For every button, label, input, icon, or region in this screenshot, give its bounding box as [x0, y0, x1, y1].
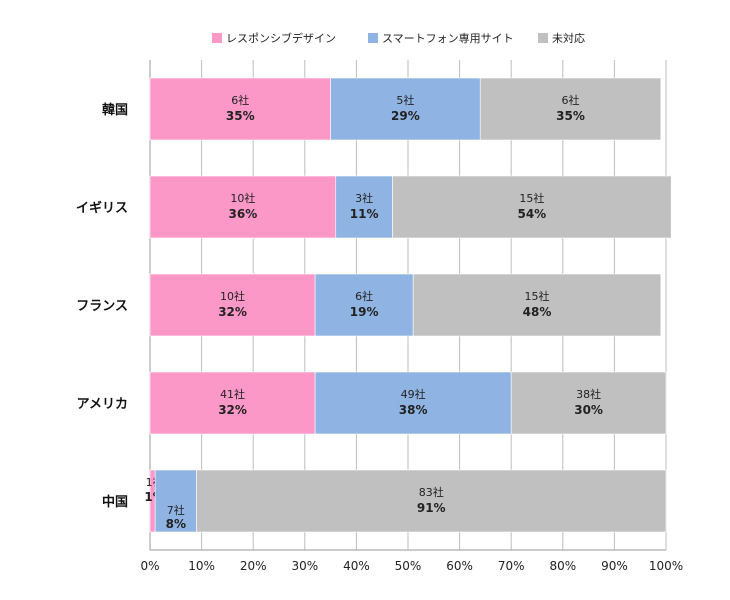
x-axis: 0% 10% 20% 30% 40% 50% 60% 70% 80% 90% 100%	[140, 559, 683, 573]
x-tick-label: 100%	[649, 559, 683, 573]
segment-count-label: 10社	[220, 289, 245, 303]
x-tick-label: 20%	[240, 559, 267, 573]
segment-count-label: 15社	[519, 191, 544, 205]
x-tick-label: 70%	[498, 559, 525, 573]
category-label: 中国	[102, 494, 128, 510]
segment-count-label: 41社	[220, 387, 245, 401]
category-label: アメリカ	[77, 397, 128, 412]
bar-segment	[392, 175, 672, 239]
legend: レスポンシブデザイン スマートフォン専用サイト 未対応	[212, 31, 585, 45]
x-tick-label: 0%	[140, 559, 159, 573]
segment-count-label: 7社	[167, 503, 185, 517]
segment-count-label: 38社	[576, 387, 601, 401]
bar-segment	[149, 273, 316, 337]
segment-value-label: 19%	[350, 305, 379, 319]
segment-count-label: 49社	[401, 387, 426, 401]
bar-segment	[154, 469, 197, 533]
segment-count-label: 15社	[525, 289, 550, 303]
segment-value-label: 32%	[218, 305, 247, 319]
legend-label: 未対応	[552, 31, 585, 45]
plot-area: 6社 35% 5社 29% 6社 35% 10社 36% 3社 11% 15社 54% 10社 32% 6社…	[144, 60, 672, 551]
segment-count-label: 6社	[562, 93, 580, 107]
segment-value-label: 48%	[523, 305, 552, 319]
bar-segment	[510, 371, 667, 435]
bar-segment	[412, 273, 662, 337]
segment-count-label: 3社	[355, 191, 373, 205]
legend-swatch	[538, 33, 548, 43]
segment-value-label: 35%	[556, 109, 585, 123]
bars: 6社 35% 5社 29% 6社 35% 10社 36% 3社 11% 15社 54% 10社 32% 6社…	[144, 77, 672, 533]
x-tick-label: 10%	[188, 559, 215, 573]
bar-segment	[479, 77, 662, 141]
x-tick-label: 40%	[343, 559, 370, 573]
segment-value-label: 8%	[166, 517, 186, 531]
segment-value-label: 54%	[517, 207, 546, 221]
x-tick-label: 50%	[395, 559, 422, 573]
segment-count-label: 83社	[419, 485, 444, 499]
x-tick-label: 80%	[549, 559, 576, 573]
category-label: イギリス	[76, 200, 128, 216]
bar-segment	[196, 469, 667, 533]
segment-value-label: 36%	[229, 207, 258, 221]
bar-segment	[149, 371, 316, 435]
segment-value-label: 29%	[391, 109, 420, 123]
bar-segment	[149, 175, 337, 239]
bar-segment	[330, 77, 481, 141]
bar-segment	[314, 371, 512, 435]
legend-label: レスポンシブデザイン	[226, 31, 336, 45]
x-tick-label: 60%	[446, 559, 473, 573]
legend-swatch	[212, 33, 222, 43]
bar-segment	[149, 77, 331, 141]
x-tick-label: 90%	[601, 559, 628, 573]
segment-value-label: 35%	[226, 109, 255, 123]
segment-count-label: 6社	[231, 93, 249, 107]
x-tick-label: 30%	[291, 559, 318, 573]
segment-count-label: 10社	[230, 191, 255, 205]
segment-value-label: 30%	[574, 403, 603, 417]
legend-label: スマートフォン専用サイト	[382, 32, 514, 45]
segment-value-label: 38%	[399, 403, 428, 417]
segment-count-label: 6社	[355, 289, 373, 303]
segment-value-label: 11%	[350, 207, 379, 221]
bar-segment	[335, 175, 393, 239]
category-label: フランス	[76, 299, 128, 314]
segment-value-label: 91%	[417, 501, 446, 515]
legend-swatch	[368, 33, 378, 43]
segment-count-label: 5社	[396, 93, 414, 107]
segment-value-label: 32%	[218, 403, 247, 417]
category-label: 韓国	[102, 102, 128, 118]
